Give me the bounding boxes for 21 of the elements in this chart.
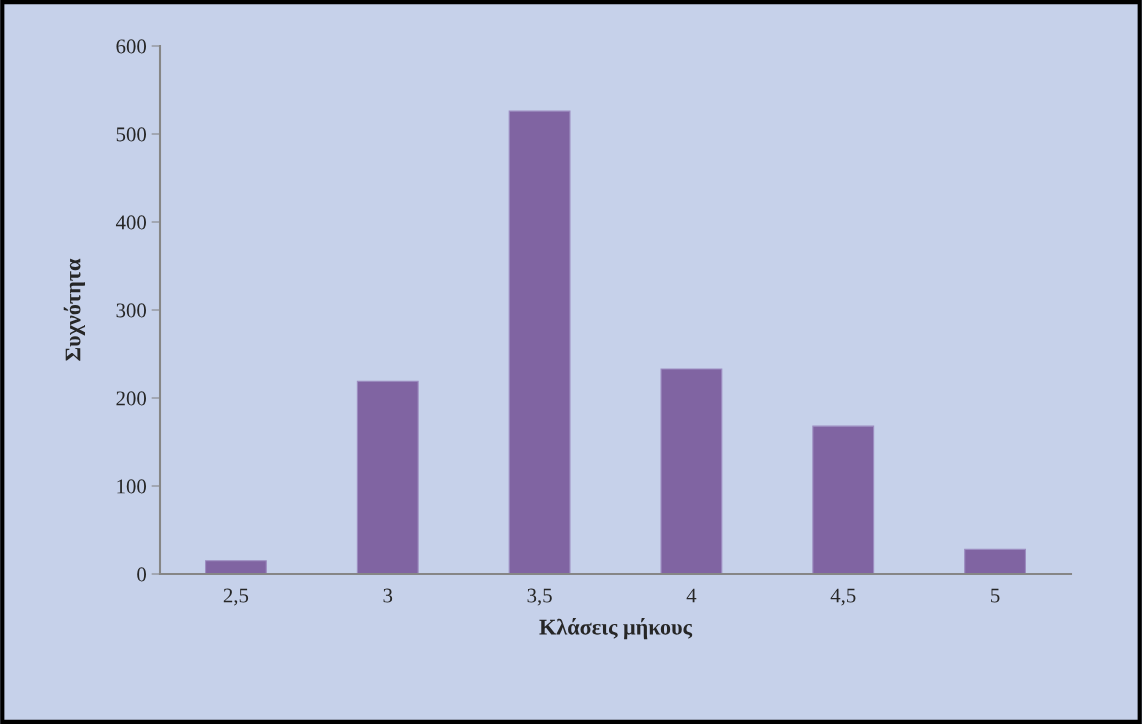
bar [812,425,875,574]
y-tick-label: 400 [115,215,147,230]
bar [964,548,1027,574]
y-tick-label: 0 [137,567,147,582]
bar [356,380,419,574]
x-tick-label: 4 [686,588,697,603]
y-axis-title: Συχνότητα [63,258,85,361]
bar [660,368,723,574]
y-tick-label: 300 [116,303,147,318]
x-tick-label: 5 [991,588,1000,603]
x-axis-title: Κλάσεις μήκους [539,617,693,640]
y-tick-label: 500 [116,127,147,142]
x-tick-label: 3,5 [527,588,552,606]
y-tick-label: 200 [116,391,147,406]
bar [508,110,571,574]
bar [204,560,267,574]
x-tick-label: 4,5 [830,588,856,606]
x-tick-label: 3 [383,588,393,603]
x-tick-label: 2,5 [223,588,249,606]
y-tick-label: 100 [117,479,147,494]
y-tick-label: 600 [116,39,147,54]
